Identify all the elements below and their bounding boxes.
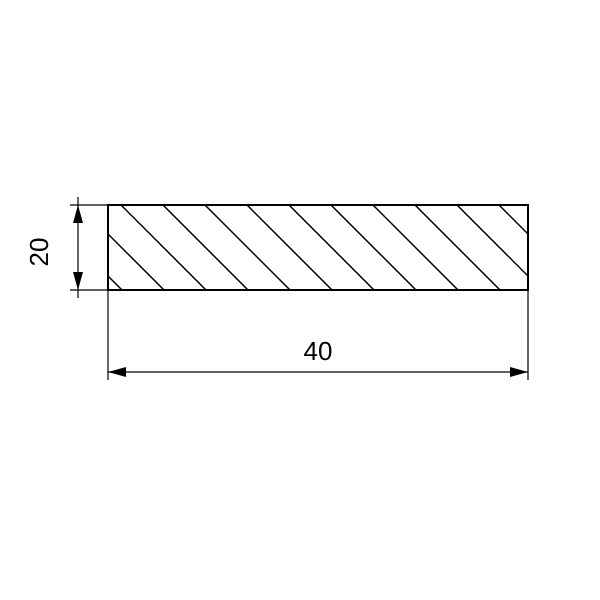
- dimension-vertical: [70, 197, 108, 298]
- engineering-drawing: 20 40: [0, 0, 600, 600]
- section-outline: [108, 205, 528, 290]
- dimension-horizontal-label: 40: [304, 336, 333, 366]
- dimension-vertical-label: 20: [24, 238, 54, 267]
- section-rectangle: [23, 0, 600, 600]
- section-hatching: [23, 0, 600, 600]
- dimension-horizontal: [108, 290, 528, 380]
